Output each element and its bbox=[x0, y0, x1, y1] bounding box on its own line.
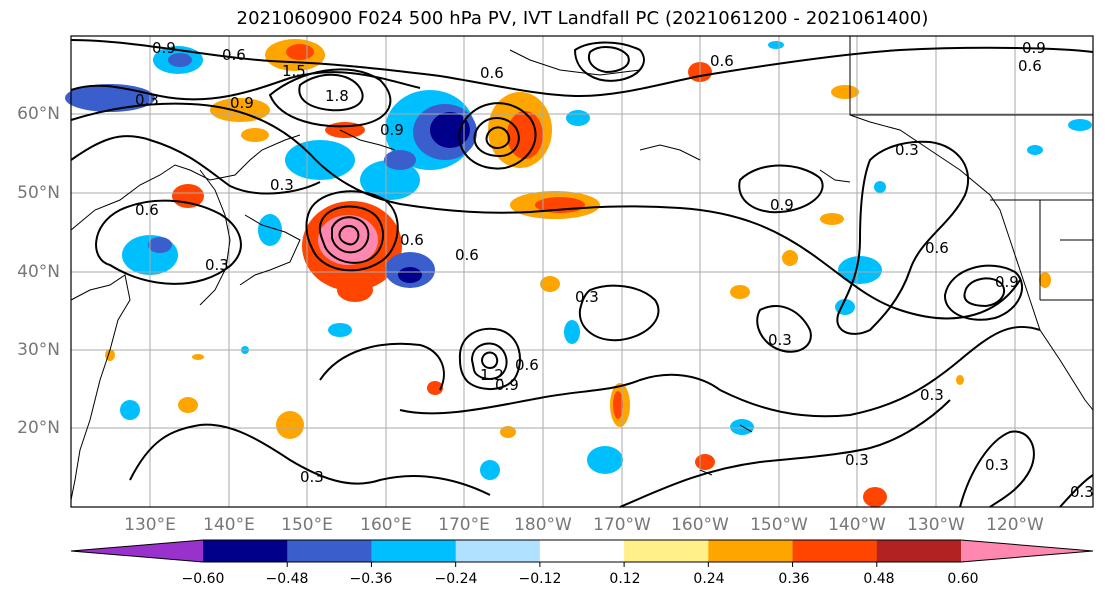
contour-label: 0.6 bbox=[455, 246, 479, 264]
contour-label: 0.3 bbox=[1070, 483, 1094, 501]
lat-label-60: 60°N bbox=[17, 104, 60, 124]
contour-label: 0.6 bbox=[135, 201, 159, 219]
contour-label: 0.3 bbox=[920, 386, 944, 404]
lon-label: 150°E bbox=[281, 515, 333, 535]
contour-label: 1.5 bbox=[282, 62, 306, 80]
colorbar-tick: −0.12 bbox=[518, 571, 562, 587]
contour-label: 0.6 bbox=[925, 239, 949, 257]
contour-label: 0.6 bbox=[710, 52, 734, 70]
contour-label: 0.3 bbox=[205, 256, 229, 274]
contour-label: 0.9 bbox=[495, 376, 519, 394]
contour-label: 0.6 bbox=[1018, 57, 1042, 75]
contour-label: 0.9 bbox=[770, 196, 794, 214]
lon-label: 140°W bbox=[828, 515, 886, 535]
lat-label-20: 20°N bbox=[17, 418, 60, 438]
contour-label: 1.2 bbox=[480, 366, 504, 384]
contour-label: 0.9 bbox=[230, 94, 254, 112]
lon-label: 150°W bbox=[750, 515, 808, 535]
lon-label: 160°E bbox=[360, 515, 412, 535]
colorbar-tick: 0.60 bbox=[947, 571, 979, 587]
contour-label: 0.9 bbox=[1022, 39, 1046, 57]
lon-label: 140°E bbox=[203, 515, 255, 535]
lat-label-50: 50°N bbox=[17, 183, 60, 203]
contour-label: 0.6 bbox=[222, 46, 246, 64]
contour-label: 0.3 bbox=[575, 288, 599, 306]
lon-label: 160°W bbox=[671, 515, 729, 535]
contour-label: 0.9 bbox=[995, 273, 1019, 291]
lat-label-30: 30°N bbox=[17, 340, 60, 360]
contour-label: 0.3 bbox=[768, 331, 792, 349]
lon-label: 130°W bbox=[907, 515, 965, 535]
coastlines bbox=[70, 36, 1094, 501]
contour-label: 1.8 bbox=[325, 87, 349, 105]
contour-label: 0.6 bbox=[400, 231, 424, 249]
contour-label: 0.3 bbox=[845, 451, 869, 469]
contour-label: 0.9 bbox=[152, 39, 176, 57]
lon-label: 180°W bbox=[514, 515, 572, 535]
colorbar-tick: 0.12 bbox=[609, 571, 641, 587]
contour-label: 0.3 bbox=[135, 91, 159, 109]
lon-label: 170°E bbox=[438, 515, 490, 535]
contour-label: 0.9 bbox=[380, 121, 404, 139]
contour-labels: 0.9 0.6 1.5 0.3 0.9 1.8 0.9 0.6 0.6 0.3 … bbox=[135, 39, 1094, 501]
lat-label-40: 40°N bbox=[17, 262, 60, 282]
contour-label: 0.3 bbox=[895, 141, 919, 159]
colorbar-tick: −0.24 bbox=[434, 571, 478, 587]
colorbar-tick: −0.60 bbox=[181, 571, 225, 587]
colorbar-tick: 0.36 bbox=[778, 571, 810, 587]
contour-label: 0.3 bbox=[300, 468, 324, 486]
colorbar-tick: 0.48 bbox=[863, 571, 895, 587]
lon-label: 120°W bbox=[986, 515, 1044, 535]
contour-label: 0.3 bbox=[985, 456, 1009, 474]
contour-lines bbox=[70, 39, 1094, 508]
contour-label: 0.6 bbox=[515, 356, 539, 374]
lon-label: 170°W bbox=[593, 515, 651, 535]
colorbar-tick: 0.24 bbox=[693, 571, 725, 587]
figure-title: 2021060900 F024 500 hPa PV, IVT Landfall… bbox=[236, 8, 929, 29]
colorbar-tick: −0.48 bbox=[265, 571, 309, 587]
lon-label: 130°E bbox=[124, 515, 176, 535]
contour-label: 0.3 bbox=[270, 176, 294, 194]
map-frame bbox=[70, 35, 1094, 508]
colorbar-tick: −0.36 bbox=[349, 571, 393, 587]
contour-label: 0.6 bbox=[480, 64, 504, 82]
